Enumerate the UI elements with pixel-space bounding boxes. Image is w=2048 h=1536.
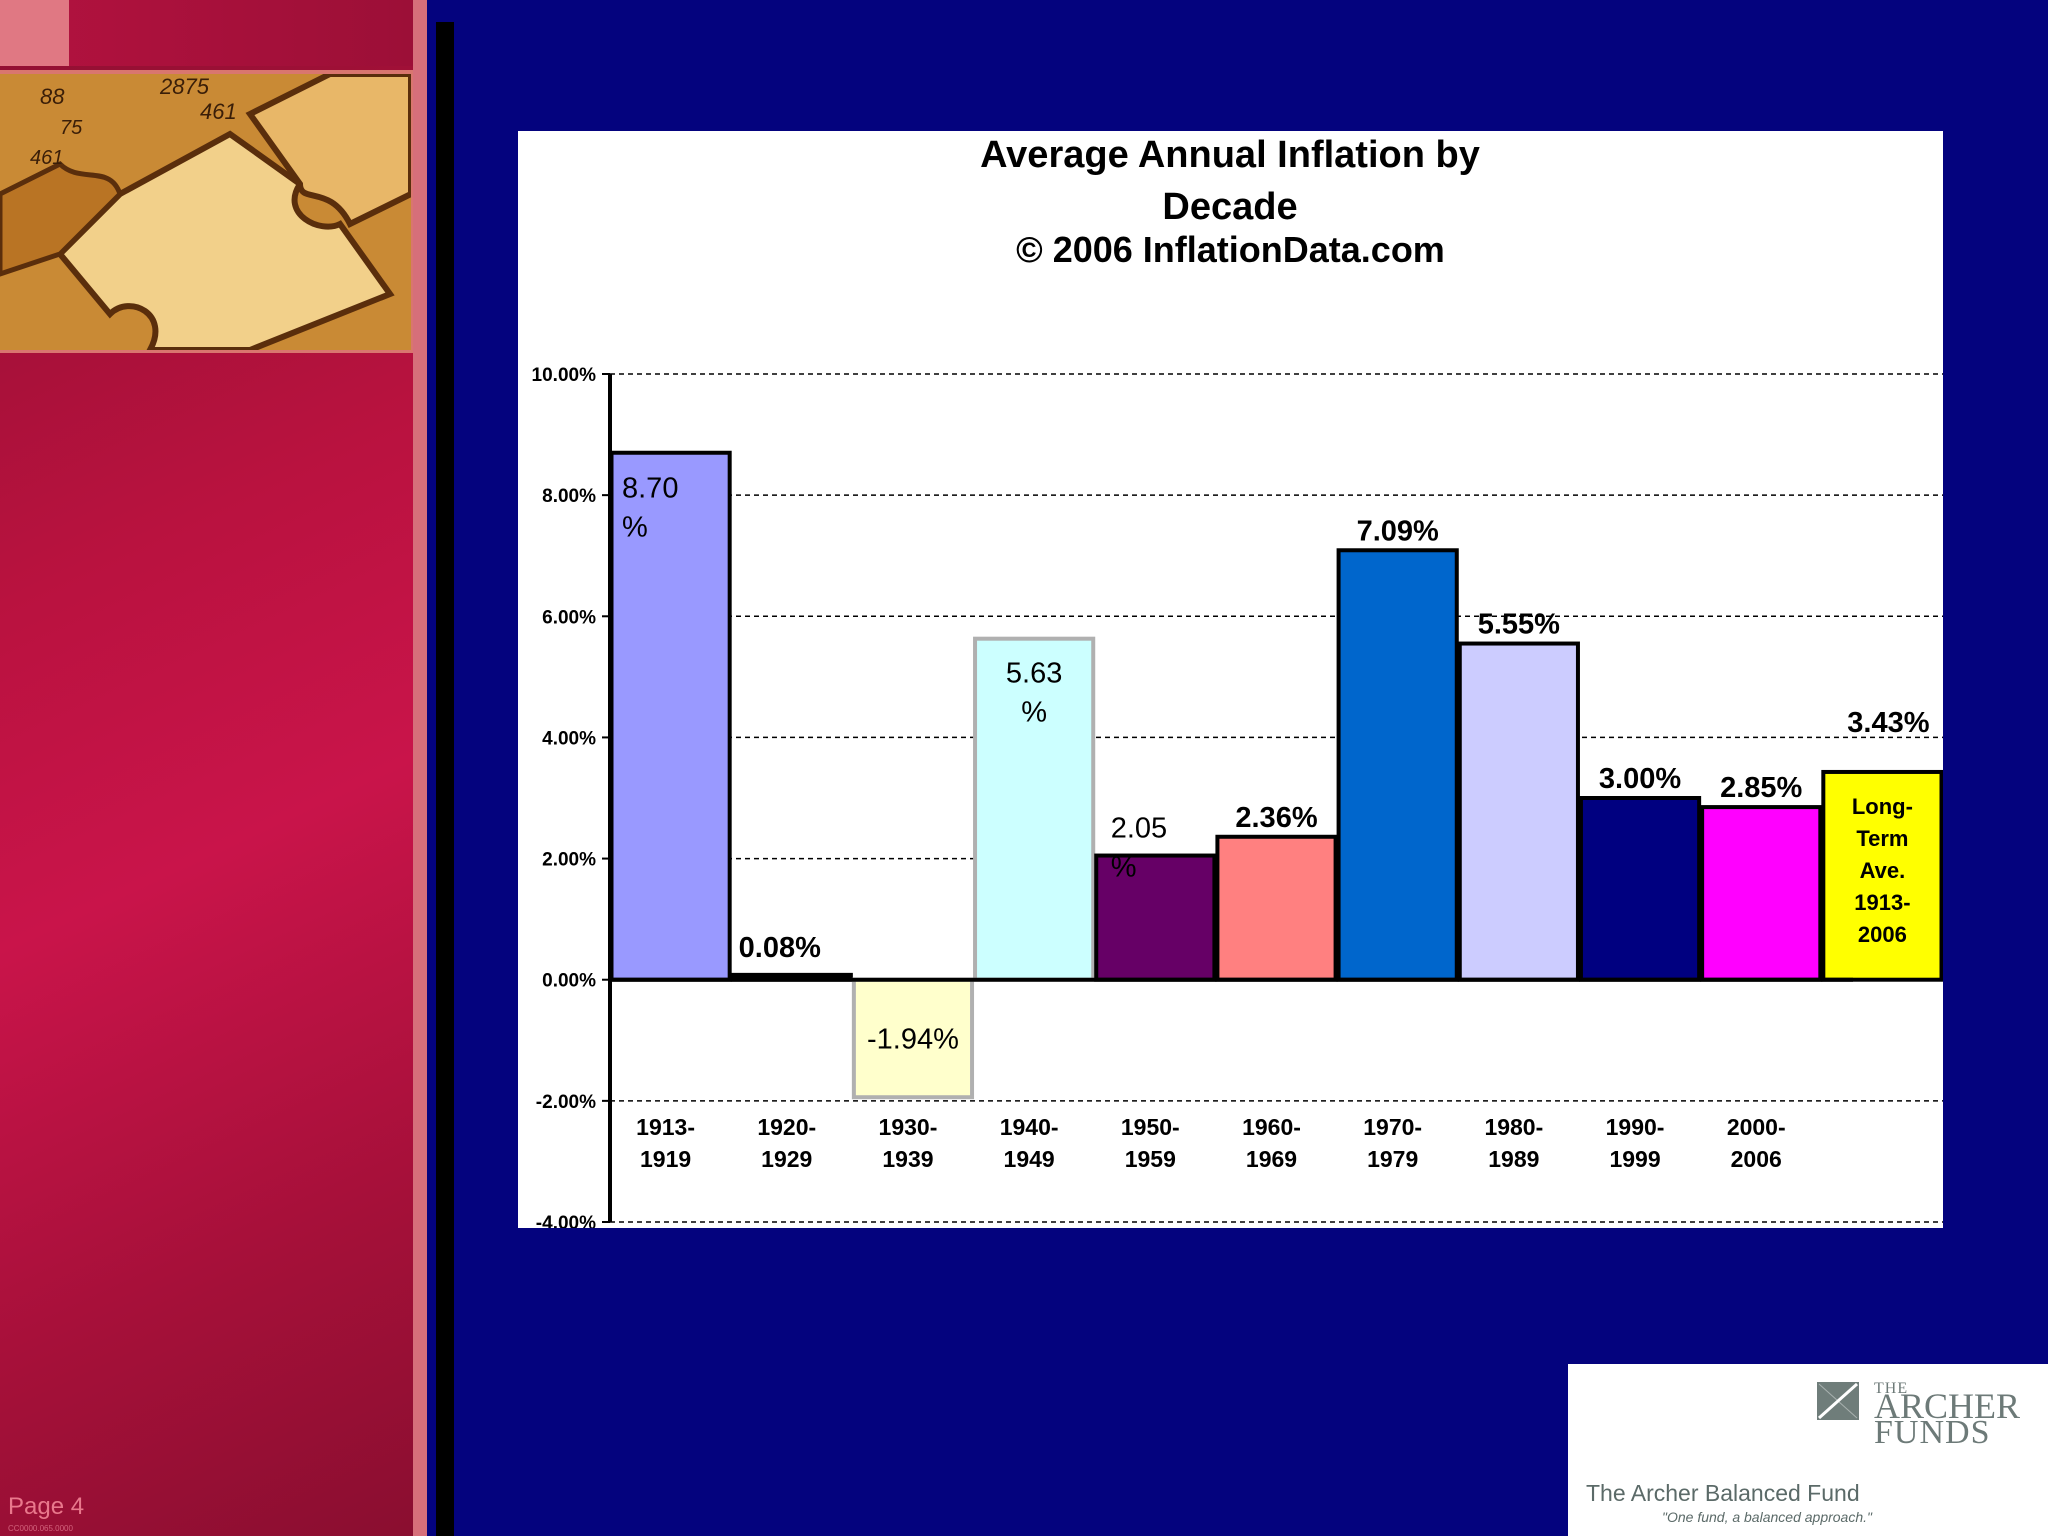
- chart-container: Average Annual Inflation by Decade © 200…: [518, 131, 1943, 1228]
- y-tick-label: -2.00%: [536, 1092, 596, 1113]
- data-label: %: [622, 512, 648, 544]
- logo-funds: FUNDS: [1874, 1414, 1991, 1451]
- data-label: 0.08%: [739, 932, 821, 964]
- logo-the: THE: [1874, 1380, 1909, 1397]
- archer-logo-box: THE ARCHER FUNDS The Archer Balanced Fun…: [1568, 1364, 2048, 1536]
- x-tick-label: 2000-: [1727, 1114, 1786, 1140]
- bar: [1457, 641, 1580, 982]
- data-label: 3.00%: [1599, 763, 1681, 795]
- long-term-label: Long-: [1852, 794, 1913, 819]
- long-term-label: Term: [1856, 826, 1908, 851]
- chart-subtitle: © 2006 InflationData.com: [1016, 229, 1445, 270]
- y-tick-label: 4.00%: [542, 728, 596, 749]
- chart-svg: 10.00% 8.00% 6.00% 4.00% 2.00% 0.00% -2.00% -4.…: [532, 365, 1943, 1228]
- x-tick-label: 2006: [1731, 1146, 1782, 1172]
- svg-text:2875: 2875: [159, 74, 210, 99]
- x-tick-label: 1969: [1246, 1146, 1297, 1172]
- x-tick-label: 1980-: [1484, 1114, 1543, 1140]
- archer-logo-icon: [1817, 1382, 1859, 1420]
- chart-title: Average Annual Inflation by Decade: [980, 134, 1480, 228]
- bar: [1094, 853, 1217, 982]
- long-term-label: 1913-: [1854, 890, 1910, 915]
- x-tick-label: 1990-: [1606, 1114, 1665, 1140]
- svg-text:461: 461: [200, 99, 237, 124]
- svg-text:461: 461: [30, 147, 63, 169]
- x-tick-label: 1919: [640, 1146, 691, 1172]
- bar: [1578, 796, 1702, 982]
- y-tick-label: 2.00%: [542, 850, 596, 871]
- long-term-label: 2006: [1858, 922, 1907, 947]
- x-tick-label: 1970-: [1363, 1114, 1422, 1140]
- data-label: 8.70: [622, 473, 678, 505]
- y-tick-label: 0.00%: [542, 971, 596, 992]
- data-label: 7.09%: [1357, 515, 1439, 547]
- x-tick-label: 1940-: [1000, 1114, 1059, 1140]
- bar: [973, 636, 1096, 982]
- x-tick-label: 1949: [1004, 1146, 1055, 1172]
- slide-code: CC0000.065.0000: [8, 1524, 73, 1533]
- bar: [1336, 548, 1459, 982]
- x-tick-label: 1999: [1609, 1146, 1660, 1172]
- data-label: 5.63: [1006, 658, 1062, 690]
- data-label: 2.36%: [1235, 802, 1317, 834]
- bar: [1215, 834, 1338, 982]
- x-tick-label: 1959: [1125, 1146, 1176, 1172]
- bar: [851, 977, 975, 1100]
- y-tick-label: 10.00%: [532, 365, 597, 386]
- x-tick-label: 1930-: [879, 1114, 938, 1140]
- data-label: %: [1021, 697, 1047, 729]
- data-label: 3.43%: [1847, 707, 1929, 739]
- logo-archer: ARCHER: [1874, 1386, 2021, 1426]
- bar: [1821, 769, 1943, 982]
- y-tick-label: 8.00%: [542, 486, 596, 507]
- divider-black: [436, 22, 454, 1536]
- x-tick-label: 1979: [1367, 1146, 1418, 1172]
- page-number: Page 4: [8, 1493, 85, 1520]
- data-label: 5.55%: [1478, 609, 1560, 641]
- logo-fund-name: The Archer Balanced Fund: [1586, 1480, 1860, 1506]
- bar: [1700, 805, 1823, 982]
- y-tick-label: 6.00%: [542, 607, 596, 628]
- x-tick-label: 1950-: [1121, 1114, 1180, 1140]
- x-tick-label: 1960-: [1242, 1114, 1301, 1140]
- x-tick-label: 1939: [882, 1146, 933, 1172]
- data-label: -1.94%: [867, 1023, 959, 1055]
- x-tick-label: 1929: [761, 1146, 812, 1172]
- y-tick-label: -4.00%: [536, 1213, 596, 1228]
- data-label: 2.85%: [1720, 772, 1802, 804]
- x-tick-label: 1913-: [636, 1114, 695, 1140]
- svg-text:88: 88: [40, 84, 65, 109]
- data-label: %: [1111, 852, 1137, 884]
- svg-text:75: 75: [60, 117, 83, 139]
- data-label: 2.05: [1111, 813, 1167, 845]
- divider-pink: [413, 0, 427, 1536]
- puzzle-illustration: 88 2875 461 75 461: [0, 74, 411, 350]
- logo-tagline: "One fund, a balanced approach.": [1662, 1509, 1872, 1525]
- corner-square: [0, 0, 69, 66]
- puzzle-image: 88 2875 461 75 461: [0, 74, 411, 350]
- long-term-label: Ave.: [1860, 858, 1906, 883]
- x-tick-label: 1920-: [757, 1114, 816, 1140]
- x-tick-label: 1989: [1488, 1146, 1539, 1172]
